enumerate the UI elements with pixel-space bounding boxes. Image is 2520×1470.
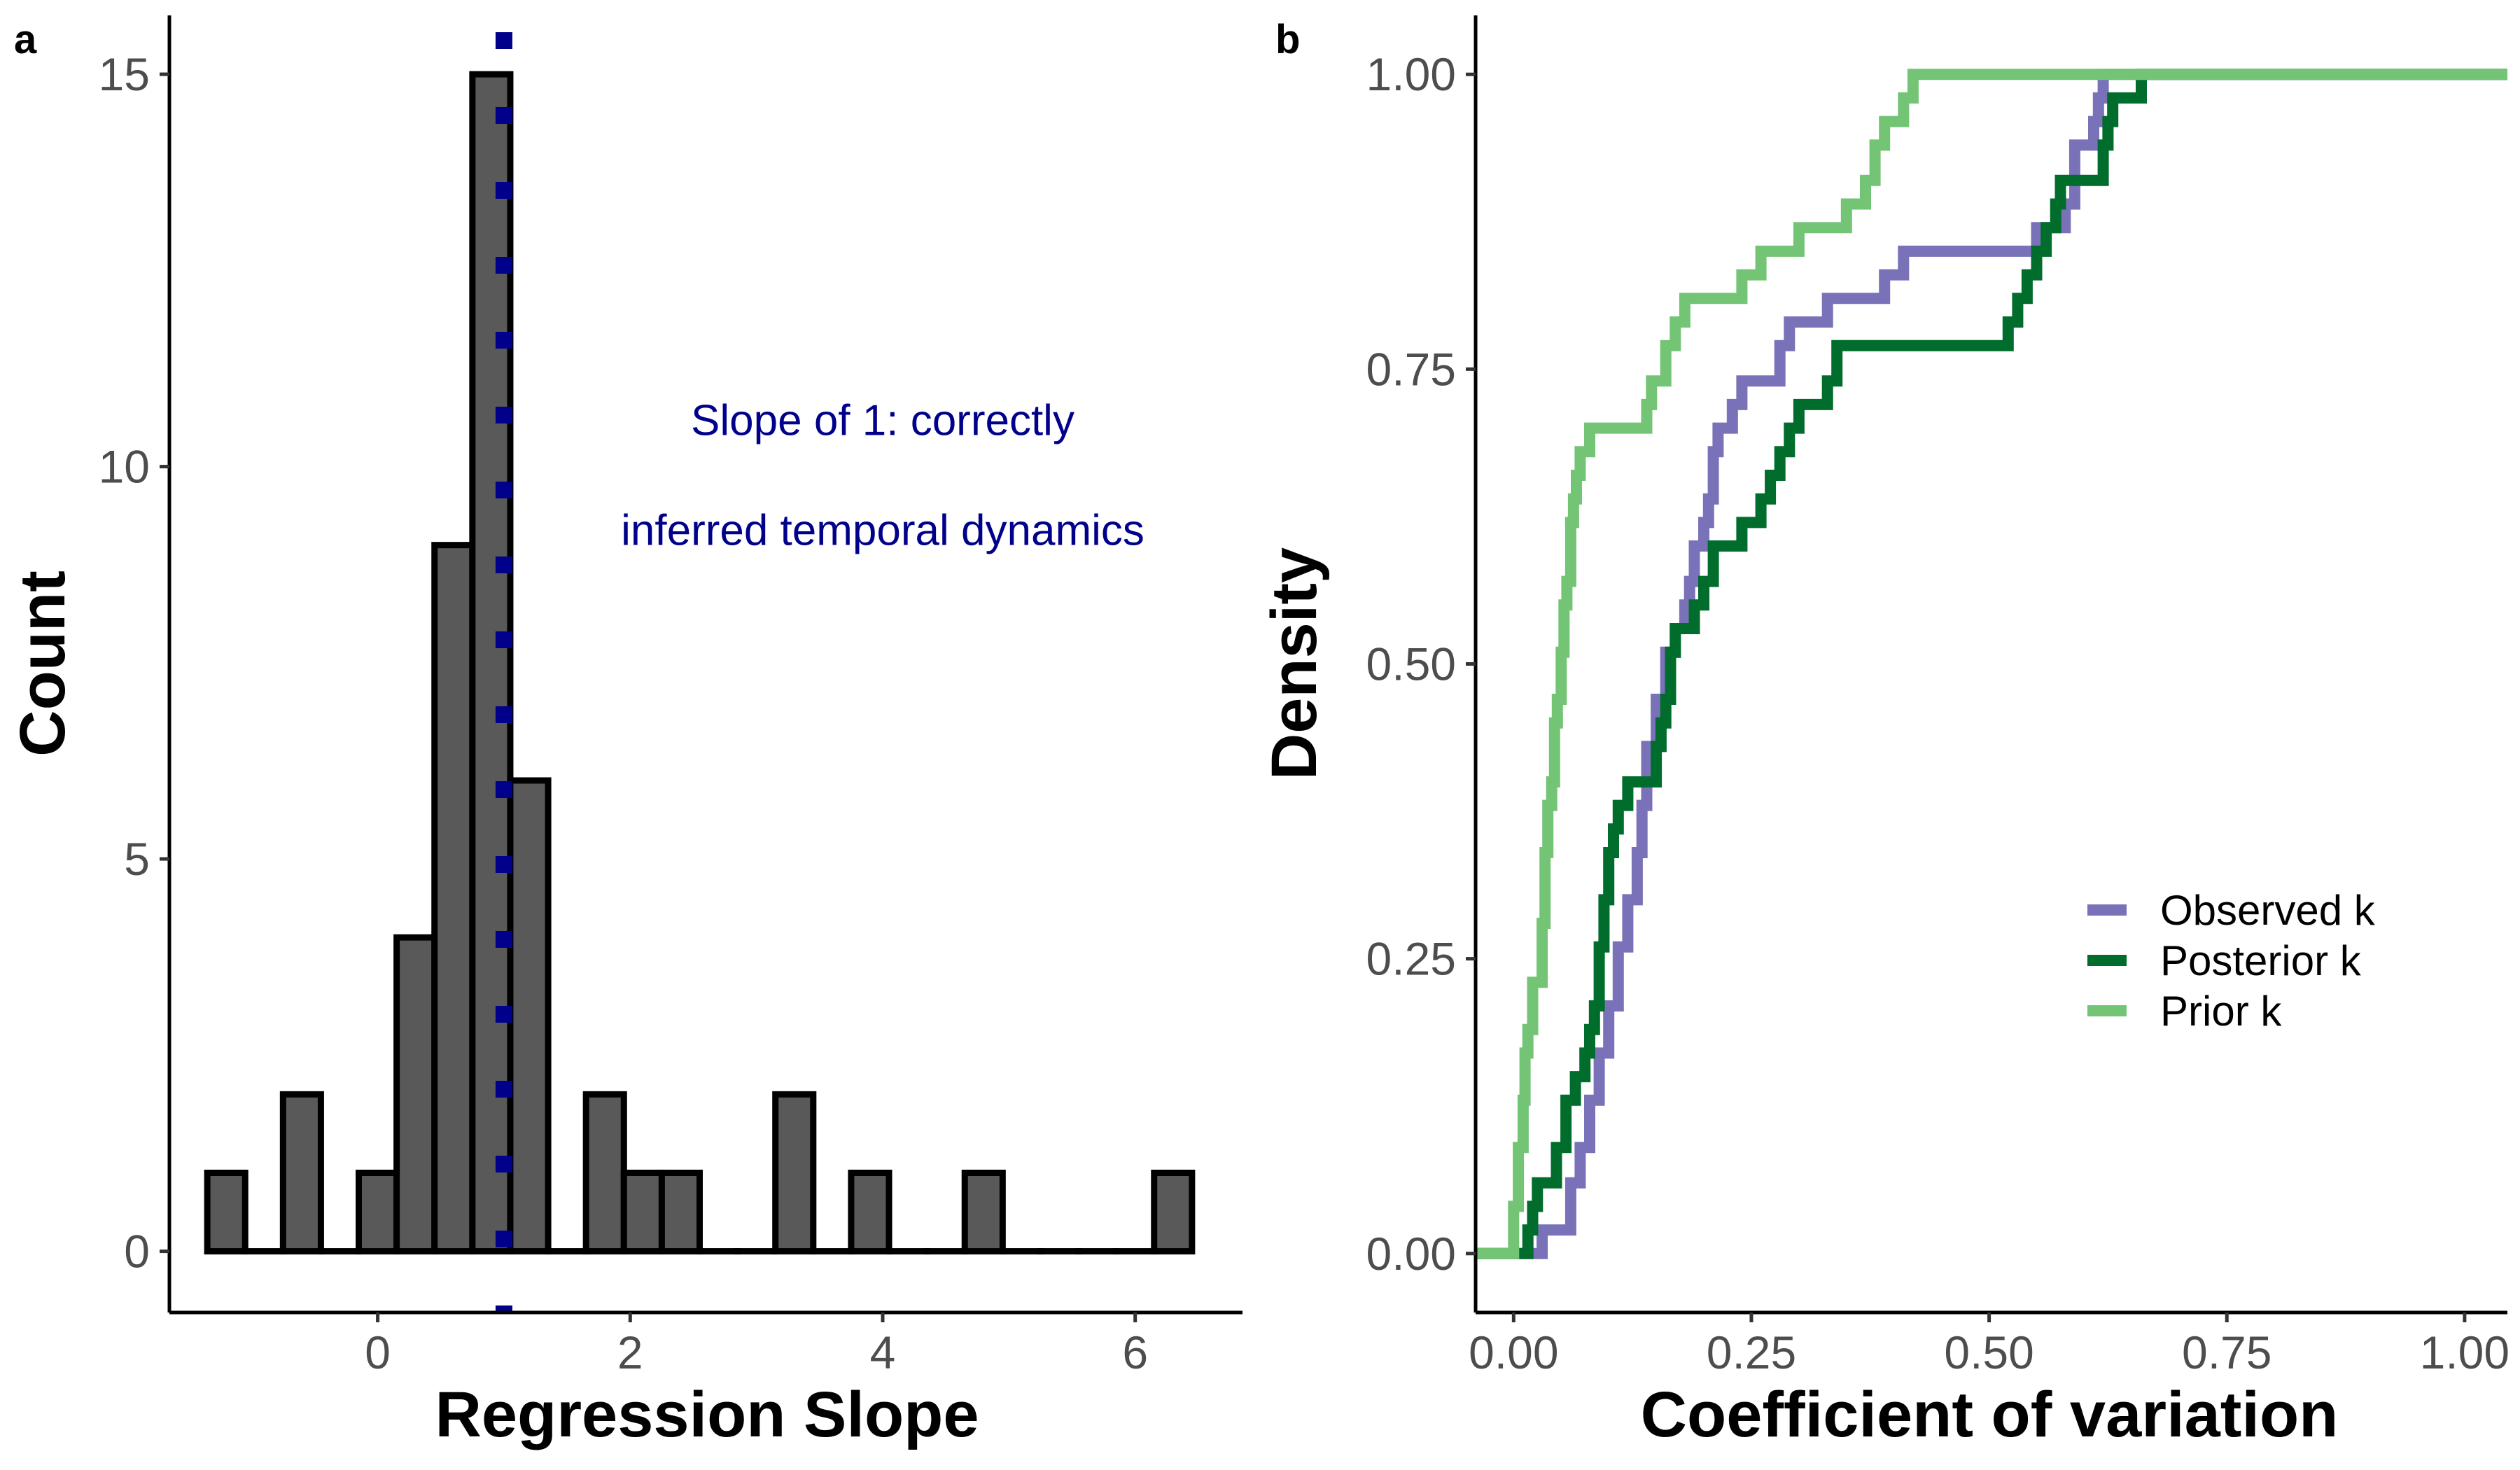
- x-tick-label: 2: [617, 1326, 643, 1378]
- panel-a-x-axis-title: Regression Slope: [435, 1379, 979, 1450]
- histogram-bar-7: [469, 71, 514, 1255]
- ecdf-line-observed-k: [1476, 69, 2507, 1259]
- y-tick-label: 15: [99, 48, 150, 100]
- y-tick-label: 1.00: [1366, 48, 1456, 100]
- x-tick-label: 0.00: [1469, 1326, 1558, 1378]
- histogram-bar-2: [279, 1091, 324, 1255]
- y-tick-label: 0.25: [1366, 933, 1456, 985]
- x-tick-label: 0.25: [1707, 1326, 1796, 1378]
- histogram-bar-8: [507, 777, 552, 1255]
- y-tick-label: 0.50: [1366, 638, 1456, 690]
- panel-b-x-ticks: 0.00 0.25 0.50 0.75 1.00: [1469, 1312, 2510, 1378]
- panel-b-y-axis-title: Density: [1259, 547, 1330, 780]
- panel-b-x-axis-title: Coefficient of variation: [1641, 1379, 2339, 1450]
- legend-label: Prior k: [2160, 988, 2282, 1035]
- x-tick-label: 1.00: [2420, 1326, 2510, 1378]
- histogram-bar-6: [431, 542, 476, 1255]
- x-tick-label: 4: [870, 1326, 896, 1378]
- panel-a-axes: [167, 15, 1242, 1315]
- ecdf-line-posterior-k: [1476, 69, 2507, 1259]
- histogram-bar-10: [582, 1091, 627, 1255]
- annotation-line-1: Slope of 1: correctly: [691, 397, 1074, 445]
- y-tick-label: 0: [124, 1226, 150, 1278]
- histogram-bars: [204, 71, 1196, 1255]
- legend-label: Observed k: [2160, 887, 2376, 934]
- y-tick-label: 0.00: [1366, 1228, 1456, 1280]
- slope-annotation: Slope of 1: correctly inferred temporal d…: [621, 397, 1144, 555]
- panel-b-letter: b: [1275, 17, 1300, 62]
- x-tick-label: 0: [365, 1326, 391, 1378]
- histogram-bar-4: [356, 1169, 400, 1255]
- histogram-bar-25: [1151, 1169, 1196, 1255]
- histogram-bar-5: [393, 934, 438, 1255]
- panel-a-letter: a: [14, 17, 37, 62]
- histogram-bar-12: [658, 1169, 703, 1255]
- annotation-line-2: inferred temporal dynamics: [621, 507, 1144, 555]
- legend-label: Posterior k: [2160, 937, 2362, 984]
- panel-a-x-ticks: 0 2 4 6: [365, 1312, 1148, 1378]
- panel-b-y-ticks: 0.00 0.25 0.50 0.75 1.00: [1366, 48, 1476, 1280]
- ecdf-line-prior-k: [1476, 69, 2507, 1259]
- histogram-bar-11: [620, 1169, 665, 1255]
- panel-a-y-axis-title: Count: [7, 570, 78, 757]
- panel-a-y-ticks: 0 5 10 15: [99, 48, 169, 1278]
- x-tick-label: 6: [1122, 1326, 1148, 1378]
- x-tick-label: 0.75: [2182, 1326, 2272, 1378]
- panel-a-histogram: a 0 5 10 15 0 2 4 6 Slope of 1: correctly infer…: [7, 15, 1242, 1450]
- ecdf-lines: [1476, 69, 2507, 1259]
- histogram-bar-15: [772, 1091, 817, 1255]
- histogram-bar-17: [848, 1169, 892, 1255]
- histogram-bar-20: [961, 1169, 1006, 1255]
- y-tick-label: 5: [124, 833, 150, 885]
- panel-b-ecdf: b 0.00 0.25 0.50 0.75 1.00 0.00 0.25 0.50 0.75 1…: [1259, 15, 2510, 1450]
- y-tick-label: 0.75: [1366, 343, 1456, 395]
- y-tick-label: 10: [99, 441, 150, 493]
- x-tick-label: 0.50: [1944, 1326, 2033, 1378]
- histogram-bar-0: [204, 1169, 248, 1255]
